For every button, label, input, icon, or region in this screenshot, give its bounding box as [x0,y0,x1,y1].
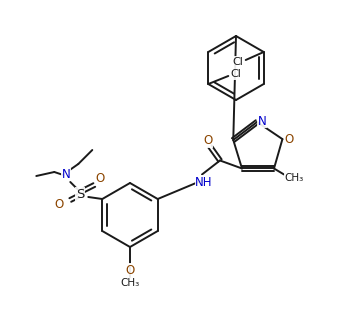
Text: O: O [125,264,135,277]
Text: N: N [62,168,71,180]
Text: NH: NH [195,176,213,189]
Text: Cl: Cl [231,69,242,79]
Text: CH₃: CH₃ [284,174,304,184]
Text: O: O [96,171,105,185]
Text: O: O [55,198,64,210]
Text: O: O [285,133,294,146]
Text: S: S [76,187,84,201]
Text: Cl: Cl [232,57,243,67]
Text: CH₃: CH₃ [120,278,140,288]
Text: N: N [258,115,266,128]
Text: O: O [203,134,213,147]
